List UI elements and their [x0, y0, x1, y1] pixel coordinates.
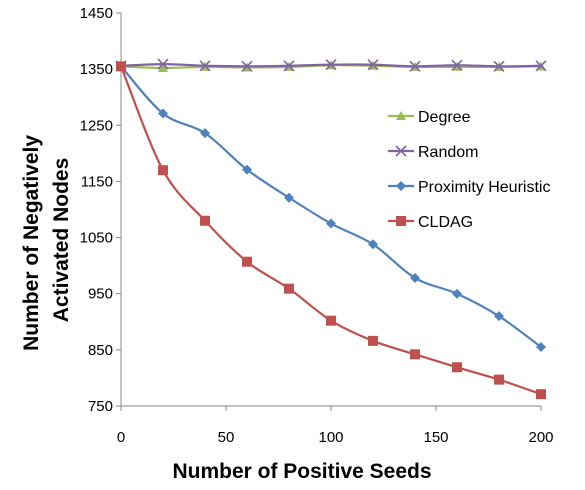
y-axis-title-line-2: Activated Nodes: [50, 158, 73, 323]
x-tick-label: 200: [528, 429, 553, 446]
series-cldag: [116, 61, 546, 400]
y-tick-label: 950: [88, 286, 113, 303]
data-point-random: [409, 60, 421, 72]
marker-stroke: [199, 60, 211, 72]
x-tick-label: 50: [218, 429, 235, 446]
y-tick-label: 1450: [80, 5, 113, 22]
data-point-proximity-heuristic: [284, 192, 294, 203]
y-tick-label: 1050: [80, 230, 113, 247]
legend-item-degree: Degree: [388, 109, 471, 126]
axes: 750 850 950 1050 1150 1250 1350 1450 0 50 100 150 20…: [80, 5, 554, 446]
series-line-proximity-heuristic: [120, 65, 542, 348]
data-point-random: [493, 60, 505, 72]
data-point-cldag: [410, 349, 420, 360]
x-tick-label: 100: [318, 429, 343, 446]
legend-label: Proximity Heuristic: [418, 179, 550, 196]
y-axis-title: Number of Negatively Activated Nodes: [20, 129, 73, 351]
data-point-cldag: [326, 315, 336, 326]
marker-stroke: [395, 145, 407, 157]
data-point-proximity-heuristic: [410, 272, 420, 283]
legend-marker: [395, 145, 407, 157]
data-point-proximity-heuristic: [158, 108, 168, 119]
series-line-cldag: [119, 65, 542, 396]
data-point-cldag: [368, 335, 378, 346]
marker-stroke: [451, 59, 463, 71]
data-point-proximity-heuristic: [326, 218, 336, 229]
x-axis-title: Number of Positive Seeds: [172, 460, 431, 483]
data-point-random: [325, 59, 337, 71]
marker-stroke: [409, 60, 421, 72]
marker-stroke: [157, 58, 169, 70]
data-point-random: [367, 59, 379, 71]
legend-marker: [396, 216, 406, 226]
y-tick-label: 1250: [80, 117, 113, 134]
x-tick-label: 150: [423, 429, 448, 446]
data-point-proximity-heuristic: [368, 239, 378, 250]
legend-label: Random: [418, 144, 478, 161]
data-point-random: [535, 60, 547, 72]
marker-stroke: [493, 60, 505, 72]
data-point-random: [157, 58, 169, 70]
data-point-proximity-heuristic: [452, 288, 462, 299]
y-tick-label: 1350: [80, 61, 113, 78]
data-point-cldag: [284, 283, 294, 294]
data-point-random: [283, 60, 295, 72]
legend-marker: [396, 111, 406, 120]
legend-item-random: Random: [388, 144, 478, 161]
legend-item-proximity-heuristic: Proximity Heuristic: [388, 179, 550, 196]
legend-label: Degree: [418, 109, 471, 126]
data-point-cldag: [158, 165, 168, 176]
marker-stroke: [283, 60, 295, 72]
y-tick-label: 850: [88, 342, 113, 359]
data-point-cldag: [116, 61, 126, 72]
data-point-cldag: [452, 362, 462, 373]
legend-item-cldag: CLDAG: [388, 214, 473, 231]
data-point-proximity-heuristic: [536, 342, 546, 353]
data-point-cldag: [242, 256, 252, 267]
data-point-proximity-heuristic: [242, 164, 252, 175]
data-point-cldag: [536, 389, 546, 400]
legend-label: CLDAG: [418, 214, 473, 231]
y-axis-title-line-1: Number of Negatively: [20, 135, 43, 351]
data-point-proximity-heuristic: [494, 311, 504, 322]
data-point-degree: [158, 63, 168, 73]
marker-stroke: [535, 60, 547, 72]
x-tick-label: 0: [117, 429, 125, 446]
data-point-random: [451, 59, 463, 71]
data-point-random: [199, 60, 211, 72]
marker-stroke: [367, 59, 379, 71]
legend-marker: [396, 181, 406, 191]
y-tick-label: 750: [88, 398, 113, 415]
series-layer: [115, 58, 547, 400]
data-point-cldag: [494, 374, 504, 385]
legend: Degree Random Proximity Heuristic CLDAG: [388, 109, 550, 231]
data-point-cldag: [200, 215, 210, 226]
data-point-random: [241, 60, 253, 72]
data-point-proximity-heuristic: [200, 128, 210, 139]
marker-stroke: [325, 59, 337, 71]
y-tick-label: 1150: [81, 173, 113, 190]
series-proximity-heuristic: [116, 61, 546, 353]
marker-stroke: [241, 60, 253, 72]
